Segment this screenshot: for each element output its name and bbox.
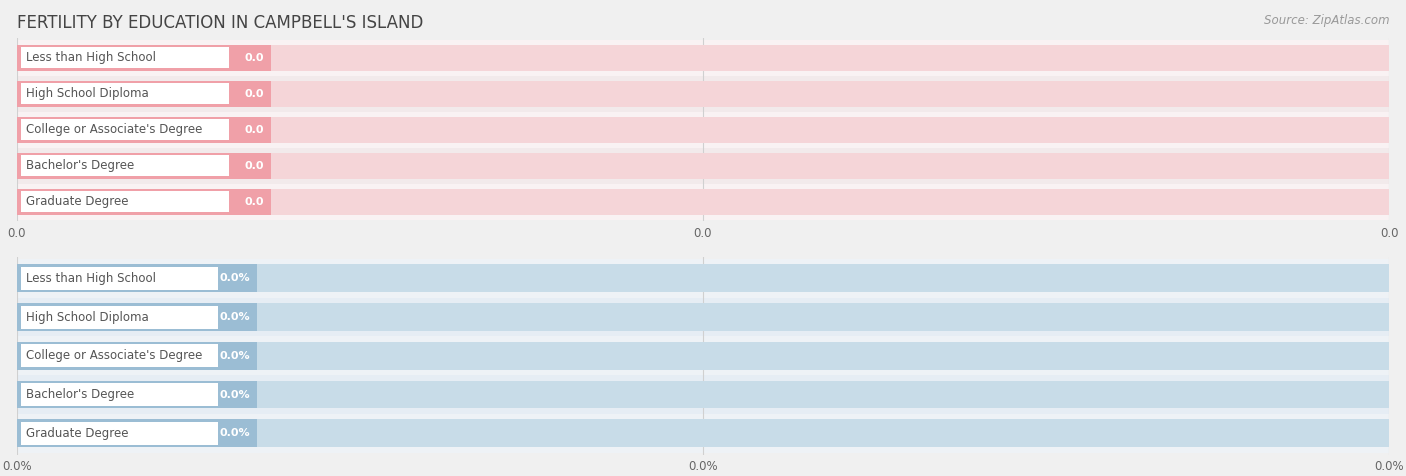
Bar xyxy=(17,81,271,107)
Text: Bachelor's Degree: Bachelor's Degree xyxy=(27,159,135,172)
Bar xyxy=(17,45,271,71)
Text: 0.0%: 0.0% xyxy=(219,351,250,361)
Text: 0.0: 0.0 xyxy=(245,197,264,207)
Bar xyxy=(21,119,229,140)
Text: Bachelor's Degree: Bachelor's Degree xyxy=(27,388,135,401)
Bar xyxy=(17,419,257,447)
Text: 0.0: 0.0 xyxy=(245,160,264,170)
Bar xyxy=(21,191,229,212)
Text: College or Associate's Degree: College or Associate's Degree xyxy=(27,349,202,362)
Bar xyxy=(17,76,1389,112)
Bar xyxy=(21,267,218,290)
Bar xyxy=(17,45,1389,71)
Bar xyxy=(17,264,1389,292)
Bar xyxy=(17,342,257,370)
Text: College or Associate's Degree: College or Associate's Degree xyxy=(27,123,202,136)
Bar xyxy=(17,188,1389,215)
Text: 0.0: 0.0 xyxy=(245,125,264,135)
Bar xyxy=(17,259,1389,298)
Bar xyxy=(17,303,257,331)
Text: Less than High School: Less than High School xyxy=(27,51,156,64)
Bar xyxy=(17,303,1389,331)
Bar xyxy=(17,40,1389,76)
Text: High School Diploma: High School Diploma xyxy=(27,87,149,100)
Text: 0.0%: 0.0% xyxy=(219,312,250,322)
Text: 0.0: 0.0 xyxy=(245,89,264,99)
Text: Less than High School: Less than High School xyxy=(27,272,156,285)
Bar xyxy=(17,342,1389,370)
Text: Graduate Degree: Graduate Degree xyxy=(27,427,129,440)
Bar xyxy=(17,419,1389,447)
Text: 0.0: 0.0 xyxy=(245,53,264,63)
Bar xyxy=(17,112,1389,148)
Bar xyxy=(21,47,229,69)
Bar xyxy=(17,381,257,408)
Bar xyxy=(17,337,1389,375)
Text: Source: ZipAtlas.com: Source: ZipAtlas.com xyxy=(1264,14,1389,27)
Bar xyxy=(17,117,1389,143)
Bar xyxy=(21,383,218,406)
Bar xyxy=(17,381,1389,408)
Bar xyxy=(17,375,1389,414)
Bar xyxy=(21,306,218,328)
Text: High School Diploma: High School Diploma xyxy=(27,310,149,324)
Text: 0.0%: 0.0% xyxy=(219,428,250,438)
Bar xyxy=(17,81,1389,107)
Bar xyxy=(17,153,271,178)
Bar xyxy=(17,298,1389,337)
Bar xyxy=(17,153,1389,178)
Bar xyxy=(17,184,1389,219)
Bar xyxy=(17,414,1389,453)
Text: Graduate Degree: Graduate Degree xyxy=(27,195,129,208)
Text: FERTILITY BY EDUCATION IN CAMPBELL'S ISLAND: FERTILITY BY EDUCATION IN CAMPBELL'S ISL… xyxy=(17,14,423,32)
Bar xyxy=(21,422,218,445)
Bar xyxy=(21,83,229,104)
Bar xyxy=(21,344,218,367)
Bar xyxy=(17,148,1389,184)
Bar xyxy=(21,155,229,176)
Bar xyxy=(17,117,271,143)
Bar xyxy=(17,264,257,292)
Text: 0.0%: 0.0% xyxy=(219,389,250,399)
Text: 0.0%: 0.0% xyxy=(219,273,250,283)
Bar xyxy=(17,188,271,215)
